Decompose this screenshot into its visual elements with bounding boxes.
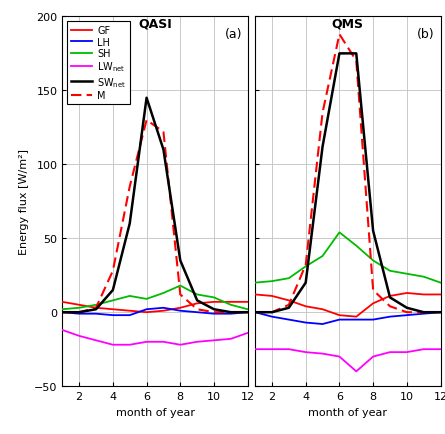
Legend: GF, LH, SH, LW$_\mathrm{net}$, SW$_\mathrm{net}$, M: GF, LH, SH, LW$_\mathrm{net}$, SW$_\math… [67,22,130,105]
Text: QASI: QASI [138,17,172,30]
Text: (a): (a) [225,29,242,41]
X-axis label: month of year: month of year [308,407,387,417]
Text: (b): (b) [417,29,435,41]
X-axis label: month of year: month of year [116,407,194,417]
Text: QMS: QMS [332,17,364,30]
Y-axis label: Energy flux [W/m²]: Energy flux [W/m²] [19,149,28,255]
